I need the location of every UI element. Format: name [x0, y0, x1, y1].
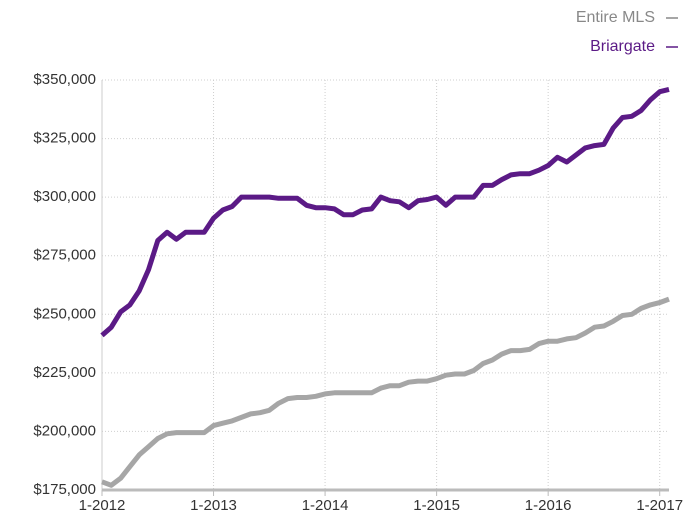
x-tick-label: 1-2014 [302, 497, 349, 514]
y-tick-label: $325,000 [33, 130, 96, 147]
y-tick-label: $175,000 [33, 481, 96, 498]
legend-label: Briargate [590, 38, 655, 55]
x-tick-label: 1-2015 [413, 497, 460, 514]
series-line [100, 86, 670, 338]
legend-label: Entire MLS [576, 9, 655, 26]
x-tick-label: 1-2012 [79, 497, 126, 514]
y-tick-label: $200,000 [33, 422, 96, 439]
x-tick-label: 1-2013 [190, 497, 237, 514]
y-tick-label: $350,000 [33, 71, 96, 88]
y-tick-label: $275,000 [33, 247, 96, 264]
x-tick-label: 1-2016 [525, 497, 572, 514]
y-tick-label: $225,000 [33, 364, 96, 381]
x-tick-label: 1-2017 [636, 497, 683, 514]
y-tick-label: $300,000 [33, 188, 96, 205]
y-tick-label: $250,000 [33, 305, 96, 322]
series-line [101, 296, 670, 488]
